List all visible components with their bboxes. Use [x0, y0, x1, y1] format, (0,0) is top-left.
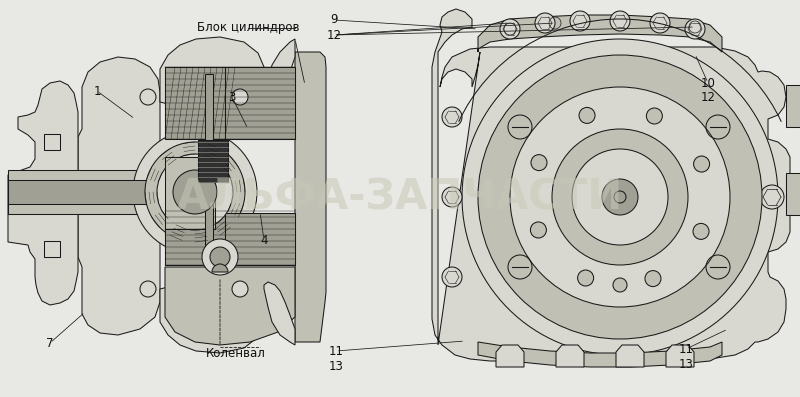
- Bar: [165, 67, 225, 139]
- Circle shape: [145, 142, 245, 242]
- Polygon shape: [8, 81, 78, 305]
- Circle shape: [760, 185, 784, 209]
- Text: 11: 11: [329, 345, 343, 358]
- Circle shape: [210, 247, 230, 267]
- Circle shape: [462, 39, 778, 355]
- Circle shape: [572, 149, 668, 245]
- Polygon shape: [295, 52, 326, 342]
- Circle shape: [140, 281, 156, 297]
- Bar: [165, 213, 295, 265]
- Polygon shape: [160, 282, 264, 353]
- Text: 13: 13: [329, 360, 343, 372]
- Circle shape: [552, 129, 688, 265]
- Text: Коленвал: Коленвал: [206, 347, 266, 360]
- Text: 12: 12: [327, 29, 342, 42]
- Polygon shape: [165, 267, 295, 345]
- Circle shape: [579, 108, 595, 123]
- Circle shape: [173, 170, 217, 214]
- Text: 11: 11: [679, 343, 694, 356]
- Circle shape: [693, 224, 709, 239]
- Polygon shape: [78, 57, 160, 335]
- Circle shape: [685, 19, 705, 39]
- Circle shape: [610, 11, 630, 31]
- Bar: [198, 140, 228, 182]
- Polygon shape: [556, 345, 584, 367]
- Text: 7: 7: [46, 337, 54, 350]
- Circle shape: [602, 179, 638, 215]
- Bar: [225, 67, 295, 139]
- Circle shape: [614, 191, 626, 203]
- Text: 1: 1: [94, 85, 102, 98]
- Polygon shape: [264, 39, 295, 107]
- Circle shape: [442, 187, 462, 207]
- Wedge shape: [212, 264, 228, 272]
- Circle shape: [645, 271, 661, 287]
- Polygon shape: [160, 37, 264, 110]
- Polygon shape: [616, 345, 644, 367]
- Bar: [8, 180, 203, 204]
- Bar: [165, 213, 225, 265]
- Bar: [44, 134, 60, 150]
- Circle shape: [202, 239, 238, 275]
- Bar: [225, 213, 295, 265]
- Text: 9: 9: [330, 13, 338, 26]
- Bar: [205, 74, 213, 262]
- Polygon shape: [264, 282, 295, 345]
- Text: 4: 4: [260, 234, 268, 247]
- Circle shape: [535, 13, 555, 33]
- Bar: [165, 67, 295, 139]
- Circle shape: [646, 108, 662, 124]
- Circle shape: [531, 154, 547, 171]
- Circle shape: [232, 89, 248, 105]
- Bar: [786, 173, 800, 215]
- Polygon shape: [432, 9, 790, 361]
- Circle shape: [530, 222, 546, 238]
- Circle shape: [442, 107, 462, 127]
- Bar: [165, 157, 215, 229]
- Circle shape: [442, 267, 462, 287]
- Circle shape: [613, 278, 627, 292]
- Circle shape: [140, 89, 156, 105]
- Circle shape: [694, 156, 710, 172]
- Polygon shape: [478, 342, 722, 367]
- Text: 10: 10: [701, 77, 715, 90]
- Text: АЛЬФА-ЗАПЧАСТИ: АЛЬФА-ЗАПЧАСТИ: [177, 176, 623, 218]
- Bar: [786, 85, 800, 127]
- Circle shape: [650, 13, 670, 33]
- Circle shape: [510, 87, 730, 307]
- Bar: [8, 170, 203, 214]
- Polygon shape: [496, 345, 524, 367]
- Circle shape: [232, 281, 248, 297]
- Text: Блок цилиндров: Блок цилиндров: [197, 21, 299, 34]
- Circle shape: [157, 154, 233, 230]
- Circle shape: [478, 55, 762, 339]
- Circle shape: [578, 270, 594, 286]
- Text: 13: 13: [679, 358, 694, 370]
- Text: 3: 3: [228, 91, 236, 104]
- Circle shape: [133, 130, 257, 254]
- Text: 12: 12: [701, 91, 715, 104]
- Circle shape: [570, 11, 590, 31]
- Polygon shape: [666, 345, 694, 367]
- Polygon shape: [478, 15, 722, 52]
- Circle shape: [500, 19, 520, 39]
- Bar: [44, 241, 60, 257]
